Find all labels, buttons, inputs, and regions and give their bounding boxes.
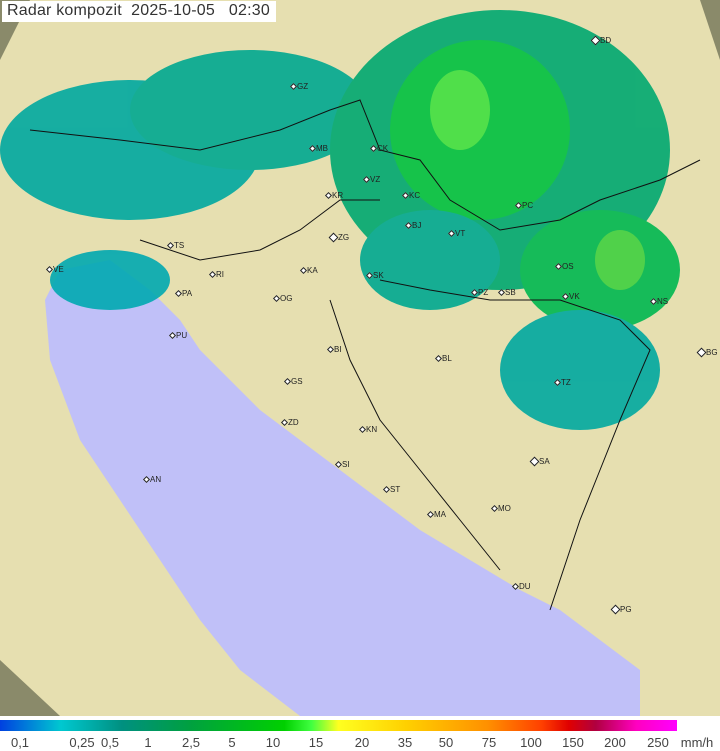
city-label-pu: PU xyxy=(176,331,188,340)
legend-tick: 0,25 xyxy=(69,735,95,750)
city-label-kr: KR xyxy=(332,191,344,200)
city-label-gz: GZ xyxy=(297,82,309,91)
city-label-og: OG xyxy=(280,294,293,303)
city-label-bl: BL xyxy=(442,354,452,363)
city-label-ns: NS xyxy=(657,297,669,306)
city-label-pc: PC xyxy=(522,201,534,210)
city-label-vz: VZ xyxy=(370,175,381,184)
city-label-zg: ZG xyxy=(338,233,350,242)
borders xyxy=(29,99,701,611)
city-label-bi: BI xyxy=(334,345,342,354)
city-label-tz: TZ xyxy=(561,378,571,387)
map-title: Radar kompozit 2025-10-05 02:30 xyxy=(2,1,276,22)
city-label-sa: SA xyxy=(539,457,550,466)
legend-unit: mm/h xyxy=(680,735,714,750)
legend-tick: 50 xyxy=(438,735,454,750)
city-label-bg: BG xyxy=(706,348,718,357)
legend-tick: 1 xyxy=(144,735,152,750)
legend-tick: 100 xyxy=(520,735,542,750)
city-label-ri: RI xyxy=(216,270,224,279)
city-label-pg: PG xyxy=(620,605,632,614)
legend-tick: 15 xyxy=(308,735,324,750)
radar-map[interactable] xyxy=(0,0,720,716)
city-label-vk: VK xyxy=(569,292,580,301)
city-label-pz: PZ xyxy=(478,288,489,297)
city-label-mb: MB xyxy=(316,144,328,153)
legend-color-bar xyxy=(0,720,677,731)
city-label-vt: VT xyxy=(455,229,466,238)
city-label-gs: GS xyxy=(291,377,303,386)
city-label-pa: PA xyxy=(182,289,193,298)
city-label-bd: BD xyxy=(600,36,612,45)
legend-tick: 200 xyxy=(604,735,626,750)
city-label-du: DU xyxy=(519,582,531,591)
legend-tick: 0,5 xyxy=(100,735,120,750)
city-label-zd: ZD xyxy=(288,418,299,427)
city-label-ve: VE xyxy=(53,265,64,274)
city-label-si: SI xyxy=(342,460,350,469)
city-label-ma: MA xyxy=(434,510,446,519)
legend-tick: 250 xyxy=(647,735,669,750)
city-label-os: OS xyxy=(562,262,574,271)
city-label-sk: SK xyxy=(373,271,384,280)
city-label-ka: KA xyxy=(307,266,318,275)
legend-tick: 75 xyxy=(481,735,497,750)
adriatic-sea xyxy=(45,260,640,716)
city-label-bj: BJ xyxy=(412,221,422,230)
city-label-an: AN xyxy=(150,475,162,484)
legend-tick: 2,5 xyxy=(181,735,201,750)
city-label-sb: SB xyxy=(505,288,516,297)
city-label-kc: KC xyxy=(409,191,421,200)
city-label-kn: KN xyxy=(366,425,378,434)
legend-tick: 150 xyxy=(562,735,584,750)
legend-tick: 10 xyxy=(265,735,281,750)
city-label-mo: MO xyxy=(498,504,511,513)
legend-tick: 20 xyxy=(354,735,370,750)
city-label-st: ST xyxy=(390,485,401,494)
legend-tick: 0,1 xyxy=(10,735,30,750)
city-label-ts: TS xyxy=(174,241,185,250)
legend-tick: 5 xyxy=(228,735,236,750)
city-label-ck: CK xyxy=(377,144,389,153)
legend-tick: 35 xyxy=(397,735,413,750)
